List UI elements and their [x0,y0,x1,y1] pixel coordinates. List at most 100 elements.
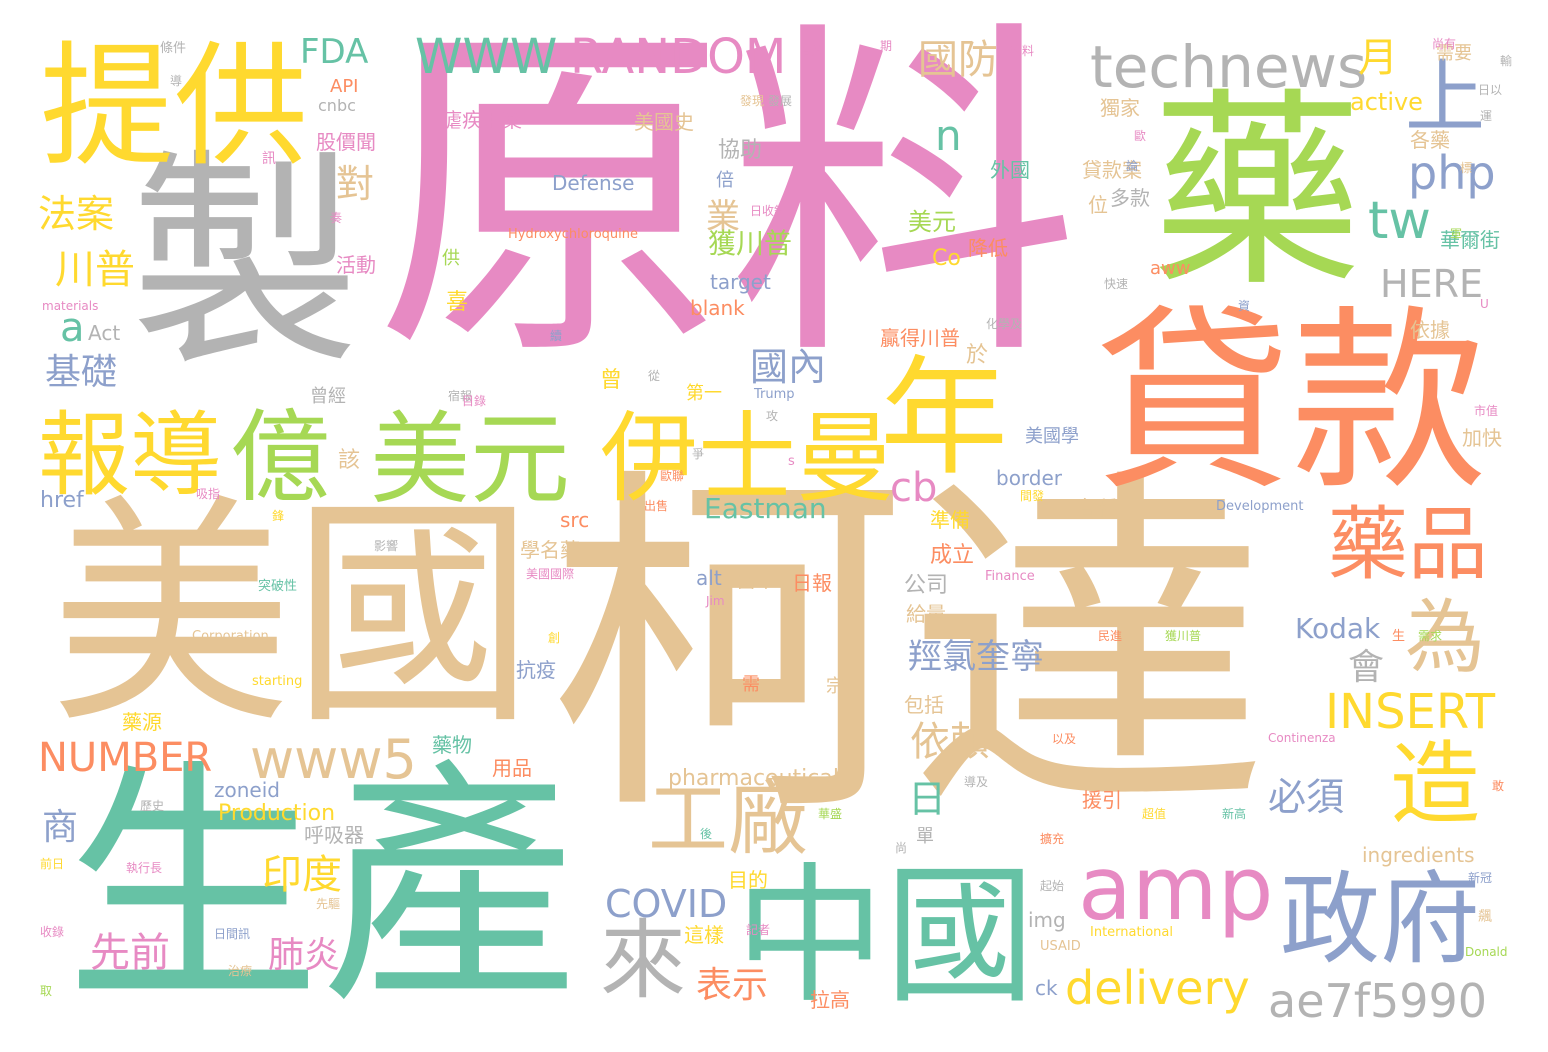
cloud-word: zoneid [214,778,280,802]
cloud-word: 宗 [826,676,844,697]
cloud-word: 原料 [375,0,1079,403]
cloud-word: 藥品 [1328,498,1488,591]
cloud-word: 日間訊 [214,927,251,941]
cloud-word: 需 [742,674,760,695]
cloud-word: 論 [1126,159,1139,173]
cloud-word: 拉高 [810,988,850,1012]
cloud-word: 需要 [1436,43,1472,64]
cloud-word: FDA [300,32,369,72]
cloud-word: 出售 [644,499,669,513]
cloud-word: 新高 [1222,807,1247,821]
cloud-word: COVID [605,882,728,926]
cloud-word: border [996,466,1063,490]
cloud-word: 這樣 [684,923,724,947]
cloud-word: Eastman [704,492,827,525]
cloud-word: 國防 [918,37,998,83]
cloud-word: 貸款案 [1082,158,1142,182]
cloud-word: target [710,270,771,294]
cloud-word: 需求 [1418,629,1443,643]
cloud-word: aww [1150,258,1191,279]
cloud-word: 上 [1405,51,1485,144]
cloud-word: 間發 [1020,489,1045,503]
cloud-word: 用品 [492,756,532,780]
cloud-word: 肺炎 [268,935,341,976]
cloud-word: 化學及 [986,317,1023,331]
cloud-word: 歐 [1134,129,1147,143]
cloud-word: 加快 [1462,426,1502,450]
cloud-word: USAID [1040,939,1081,954]
cloud-word: s [788,454,795,469]
cloud-word: 後 [700,827,713,841]
cloud-word: 表示 [696,965,769,1006]
cloud-word: 多款 [1110,186,1150,210]
cloud-word: 先前 [90,930,170,976]
cloud-word: 基礎 [45,352,118,393]
cloud-word: 運 [1480,109,1493,123]
cloud-word: 柯達 [548,440,1268,859]
cloud-word: 快速 [1104,277,1129,291]
cloud-word: 曾經 [310,386,346,407]
cloud-word: 貸款 [1095,289,1488,517]
cloud-word: 突破性 [258,579,298,594]
cloud-word: src [560,508,590,532]
cloud-word: International [1090,925,1173,940]
cloud-word: 喜 [446,290,469,315]
cloud-word: 商 [42,807,79,848]
cloud-word: 會 [1348,647,1385,688]
cloud-word: 獲川普 [1165,629,1202,643]
cloud-word: 執行長 [126,861,163,875]
cloud-word: 於 [966,343,989,368]
cloud-word: 準備 [930,508,970,532]
cloud-word: href [40,488,84,513]
cloud-word: 來 [600,911,686,1011]
cloud-word: 敢 [1492,779,1505,793]
cloud-word: 美國學 [1025,426,1079,447]
cloud-word: 導 [170,74,183,88]
cloud-word: 尚有 [1432,37,1457,51]
cloud-word: 起始 [1040,879,1065,893]
cloud-word: php [1408,146,1496,200]
cloud-word: 美元 [908,208,956,236]
cloud-word: 奏 [330,211,343,225]
cloud-word: 工廠 [648,773,808,866]
cloud-word: 各種 [1077,496,1117,520]
cloud-word: 訊 [262,151,276,167]
cloud-word: 包括 [904,693,944,717]
cloud-word: 攻 [766,409,779,423]
cloud-word: Corporation [192,629,269,644]
cloud-word: 生產 [65,739,578,1037]
cloud-word: 飆 [1478,909,1492,925]
cloud-word: alt [696,566,722,590]
cloud-word: 擴充 [1040,832,1065,846]
cloud-word: 降低 [968,236,1008,260]
cloud-word: Production [218,801,336,826]
cloud-word: 製 [130,131,361,398]
cloud-word: API [330,76,359,97]
cloud-word: 超值 [1142,807,1167,821]
cloud-word: 供 [442,248,460,269]
cloud-word: Development [1216,499,1304,514]
cloud-word: 為 [1405,591,1485,684]
cloud-word: 續 [550,329,563,343]
cloud-word: tw [1368,191,1431,251]
cloud-word: cb [890,465,938,511]
cloud-word: U [1480,297,1489,311]
cloud-word: 美國 [50,475,535,757]
cloud-word: ck [1035,976,1058,1000]
cloud-word: 華爾街 [1440,228,1500,252]
cloud-word: 活動 [336,253,376,277]
cloud-word: 依賴 [910,719,990,765]
cloud-word: 發現 [740,94,765,108]
cloud-word: 前日 [40,857,65,871]
cloud-word: Trump [754,387,795,402]
cloud-word: 治療 [228,964,253,978]
cloud-word: Hydroxychloroquine [508,227,639,242]
cloud-word: technews [1090,33,1368,101]
cloud-word: 藥 [1152,70,1363,315]
cloud-word: 造 [1390,732,1480,837]
cloud-word: Co [932,246,961,271]
cloud-word: cnbc [318,96,356,115]
cloud-word: 贏得川普 [880,326,960,350]
cloud-word: Continenza [1268,731,1336,745]
